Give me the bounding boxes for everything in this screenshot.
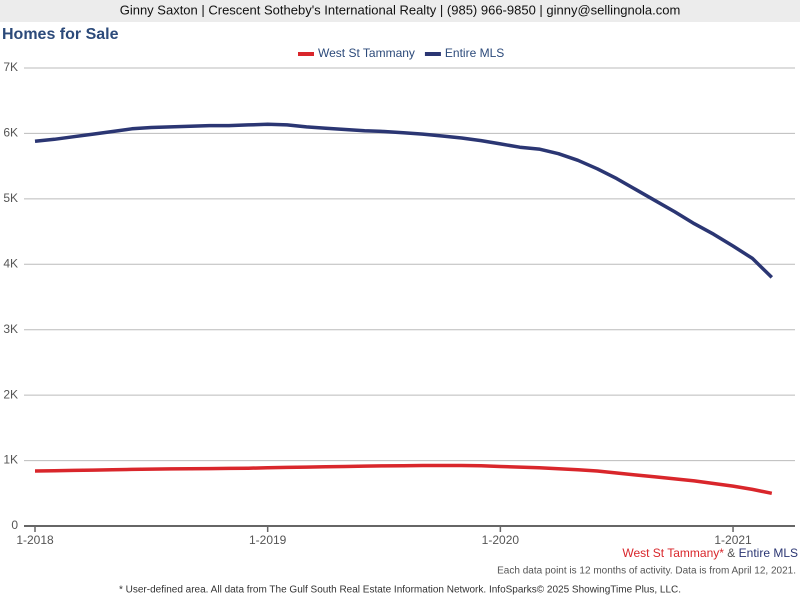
x-tick-label: 1-2020 bbox=[482, 533, 520, 547]
footer-market: Entire MLS bbox=[739, 546, 798, 560]
legend-label: Entire MLS bbox=[445, 46, 504, 60]
y-tick-label: 0 bbox=[11, 518, 18, 532]
y-tick-label: 6K bbox=[3, 126, 18, 140]
footer-area: West St Tammany* bbox=[622, 546, 724, 560]
legend-label: West St Tammany bbox=[318, 46, 415, 60]
y-tick-label: 3K bbox=[3, 322, 18, 336]
y-tick-label: 7K bbox=[3, 60, 18, 74]
y-tick-label: 4K bbox=[3, 256, 18, 270]
footer-joiner: & bbox=[727, 546, 735, 560]
chart-title: Homes for Sale bbox=[2, 26, 119, 43]
footer-series: West St Tammany* & Entire MLS bbox=[622, 546, 798, 560]
x-tick-label: 1-2021 bbox=[714, 533, 752, 547]
x-tick-label: 1-2018 bbox=[16, 533, 54, 547]
y-tick-label: 2K bbox=[3, 387, 18, 401]
footer-disclaimer: * User-defined area. All data from The G… bbox=[119, 585, 681, 596]
header-bar bbox=[0, 0, 800, 22]
header: Ginny Saxton | Crescent Sotheby's Intern… bbox=[120, 2, 681, 17]
y-tick-label: 5K bbox=[3, 191, 18, 205]
x-tick-label: 1-2019 bbox=[249, 533, 287, 547]
series-line bbox=[34, 122, 774, 279]
series-line bbox=[34, 463, 773, 496]
y-tick-label: 1K bbox=[3, 453, 18, 467]
footer-note: Each data point is 12 months of activity… bbox=[497, 566, 796, 577]
